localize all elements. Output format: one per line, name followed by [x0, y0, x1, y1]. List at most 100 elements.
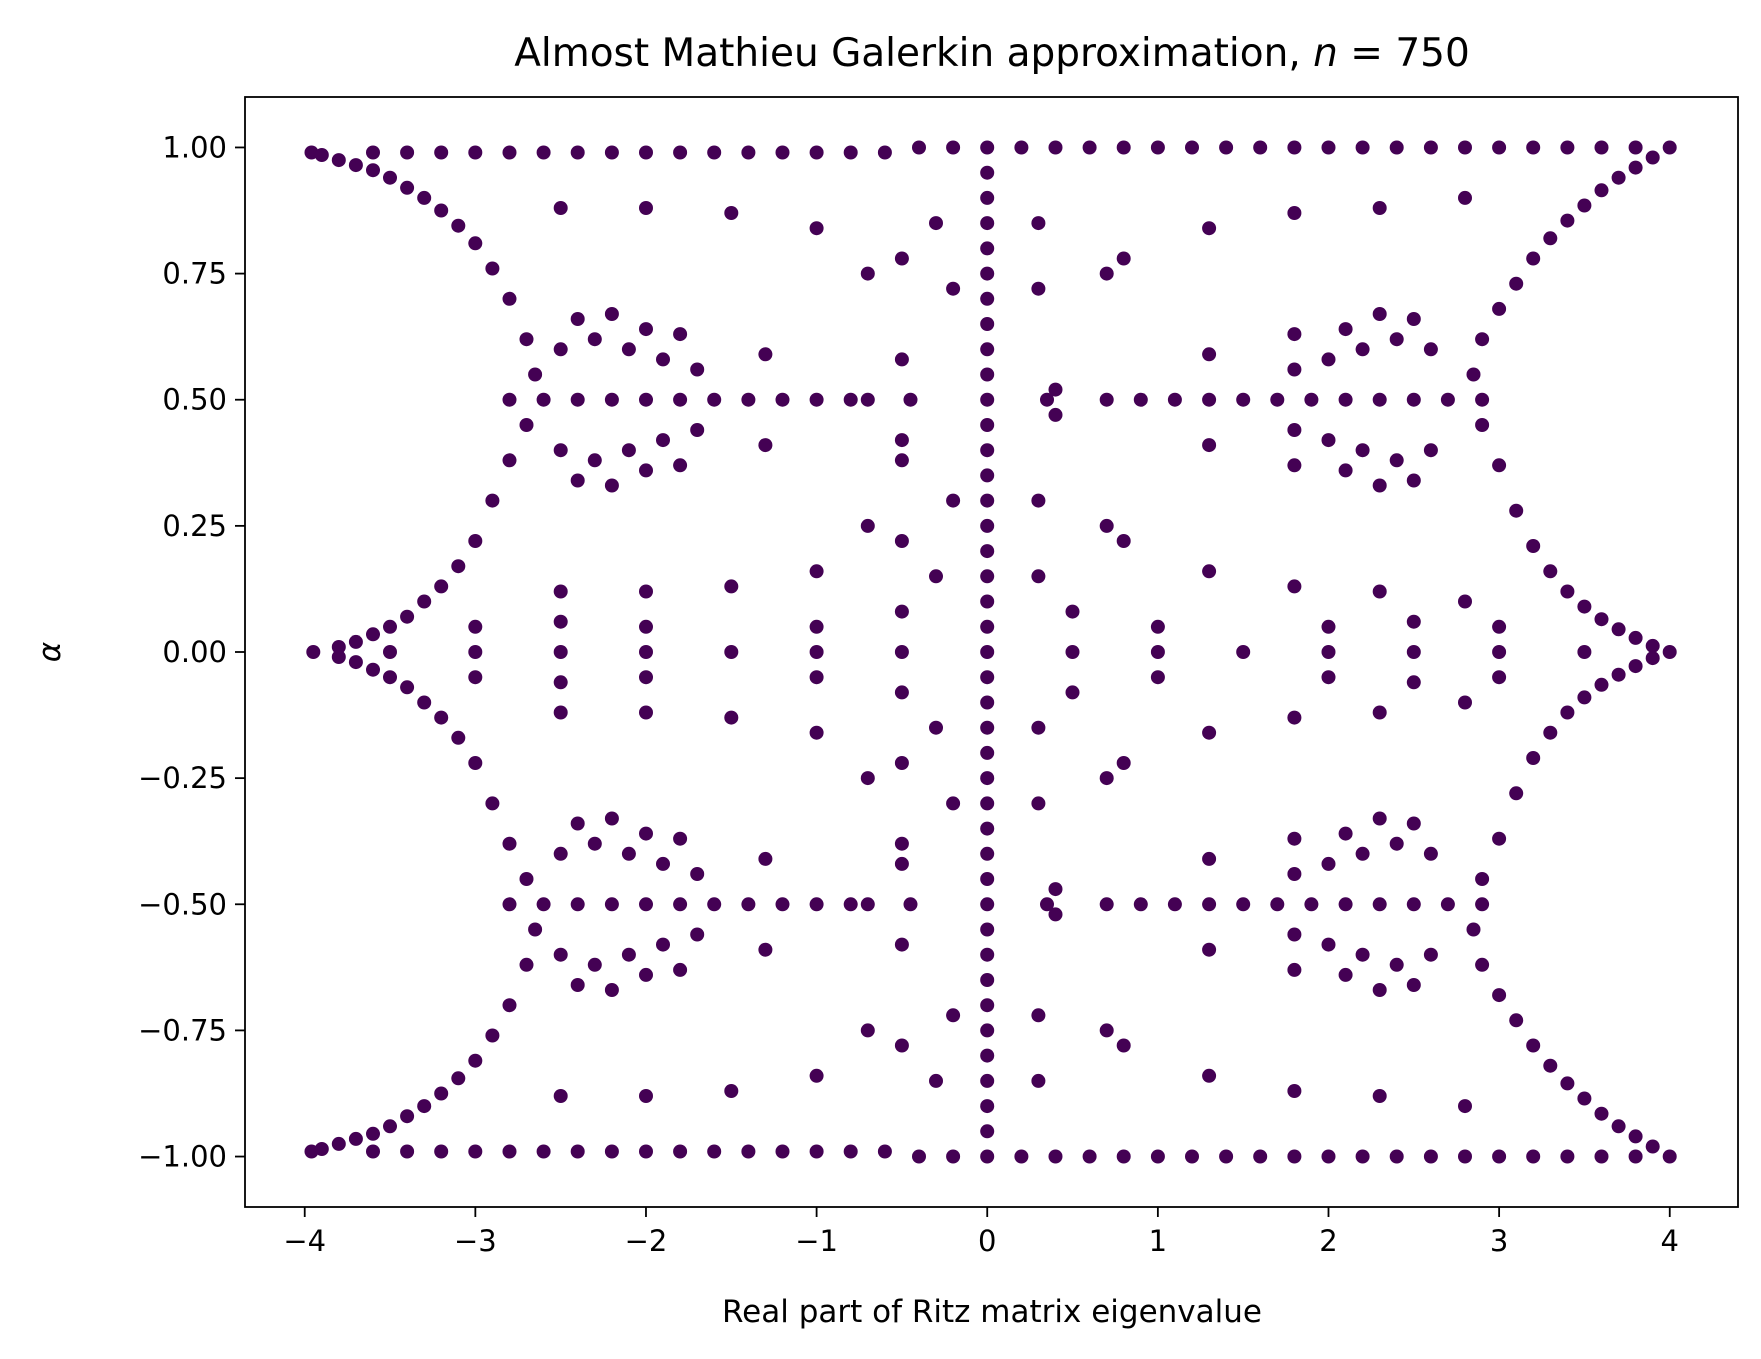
data-point: [639, 705, 653, 720]
y-axis-ticks: 1.00 0.75 0.50 0.25 0.00 −0.25 −0.50 −0.75 −1.00: [138, 130, 245, 1174]
data-point: [1048, 1149, 1063, 1164]
data-point: [1202, 438, 1217, 453]
data-point: [1048, 140, 1063, 155]
data-point: [1321, 670, 1336, 685]
data-point: [434, 1086, 449, 1101]
data-point: [604, 1144, 619, 1159]
data-point: [1466, 922, 1481, 937]
data-point: [980, 720, 995, 735]
data-point: [1611, 622, 1626, 637]
data-point: [894, 453, 909, 468]
data-point: [929, 1073, 943, 1088]
data-point: [1372, 201, 1387, 215]
data-point: [1594, 140, 1609, 155]
data-point: [1150, 645, 1165, 659]
data-point: [639, 619, 653, 634]
data-point: [1628, 1129, 1643, 1144]
data-point: [1526, 1038, 1541, 1053]
data-point: [1150, 140, 1165, 155]
data-point: [1577, 645, 1592, 659]
data-point: [1116, 1038, 1131, 1053]
data-point: [980, 1048, 995, 1063]
data-point: [1509, 276, 1524, 291]
data-point: [485, 796, 500, 811]
data-point: [1031, 1008, 1046, 1023]
data-point: [1577, 599, 1592, 614]
data-point: [1406, 978, 1421, 992]
data-point: [1040, 392, 1054, 407]
data-point: [1645, 651, 1660, 666]
data-point: [366, 1144, 380, 1159]
data-point: [366, 145, 380, 160]
data-point: [1423, 342, 1438, 357]
data-point: [1458, 190, 1472, 205]
data-point: [639, 1089, 653, 1103]
data-point: [741, 1144, 756, 1159]
data-point: [1321, 856, 1336, 871]
data-point: [980, 241, 995, 256]
data-point: [1321, 645, 1336, 659]
data-point: [519, 957, 534, 972]
data-point: [639, 645, 653, 659]
data-point: [383, 645, 397, 659]
data-point: [502, 392, 517, 407]
data-point: [639, 584, 653, 599]
data-point: [1492, 619, 1507, 634]
data-point: [1475, 418, 1490, 432]
data-point: [1287, 140, 1302, 155]
data-point: [1440, 897, 1455, 912]
data-point: [1475, 392, 1490, 407]
data-point: [673, 1144, 688, 1159]
data-point: [809, 725, 824, 740]
data-point: [1338, 463, 1353, 478]
data-point: [1492, 458, 1507, 473]
data-point: [1355, 342, 1370, 357]
data-point: [1253, 140, 1268, 155]
data-point: [400, 1109, 415, 1124]
data-point: [1150, 670, 1165, 685]
data-point: [400, 145, 415, 160]
data-point: [434, 579, 449, 594]
data-point: [1458, 594, 1472, 609]
data-point: [1048, 407, 1063, 422]
data-point: [621, 342, 636, 357]
data-point: [1116, 756, 1131, 770]
data-point: [673, 392, 688, 407]
data-point: [1304, 392, 1319, 407]
data-point: [1492, 301, 1507, 316]
data-point: [1389, 836, 1404, 851]
data-point: [519, 332, 534, 347]
data-point: [1466, 367, 1481, 382]
data-point: [1372, 478, 1387, 493]
data-point: [894, 1038, 909, 1053]
data-point: [1406, 392, 1421, 407]
data-point: [1406, 473, 1421, 488]
data-point: [536, 145, 551, 160]
data-point: [894, 251, 909, 266]
data-point: [553, 342, 568, 357]
chart-title: Almost Mathieu Galerkin approximation, n…: [514, 31, 1470, 76]
data-point: [980, 998, 995, 1013]
data-point: [331, 1136, 346, 1151]
data-point: [1338, 826, 1353, 841]
data-point: [1406, 645, 1421, 659]
data-point: [570, 1144, 585, 1159]
data-point: [894, 604, 909, 619]
data-point: [1202, 392, 1217, 407]
data-point: [1560, 1149, 1575, 1164]
data-point: [758, 851, 773, 866]
data-point: [894, 836, 909, 851]
data-point: [400, 680, 415, 695]
data-point: [417, 190, 432, 205]
data-point: [980, 317, 995, 331]
data-point: [980, 1073, 995, 1088]
data-point: [1338, 392, 1353, 407]
data-point: [809, 564, 824, 579]
data-point: [1219, 1149, 1234, 1164]
data-point: [1031, 796, 1046, 811]
data-point: [894, 352, 909, 367]
data-point: [587, 332, 602, 347]
data-point: [1492, 645, 1507, 659]
data-point: [451, 559, 466, 574]
data-point: [468, 236, 483, 251]
